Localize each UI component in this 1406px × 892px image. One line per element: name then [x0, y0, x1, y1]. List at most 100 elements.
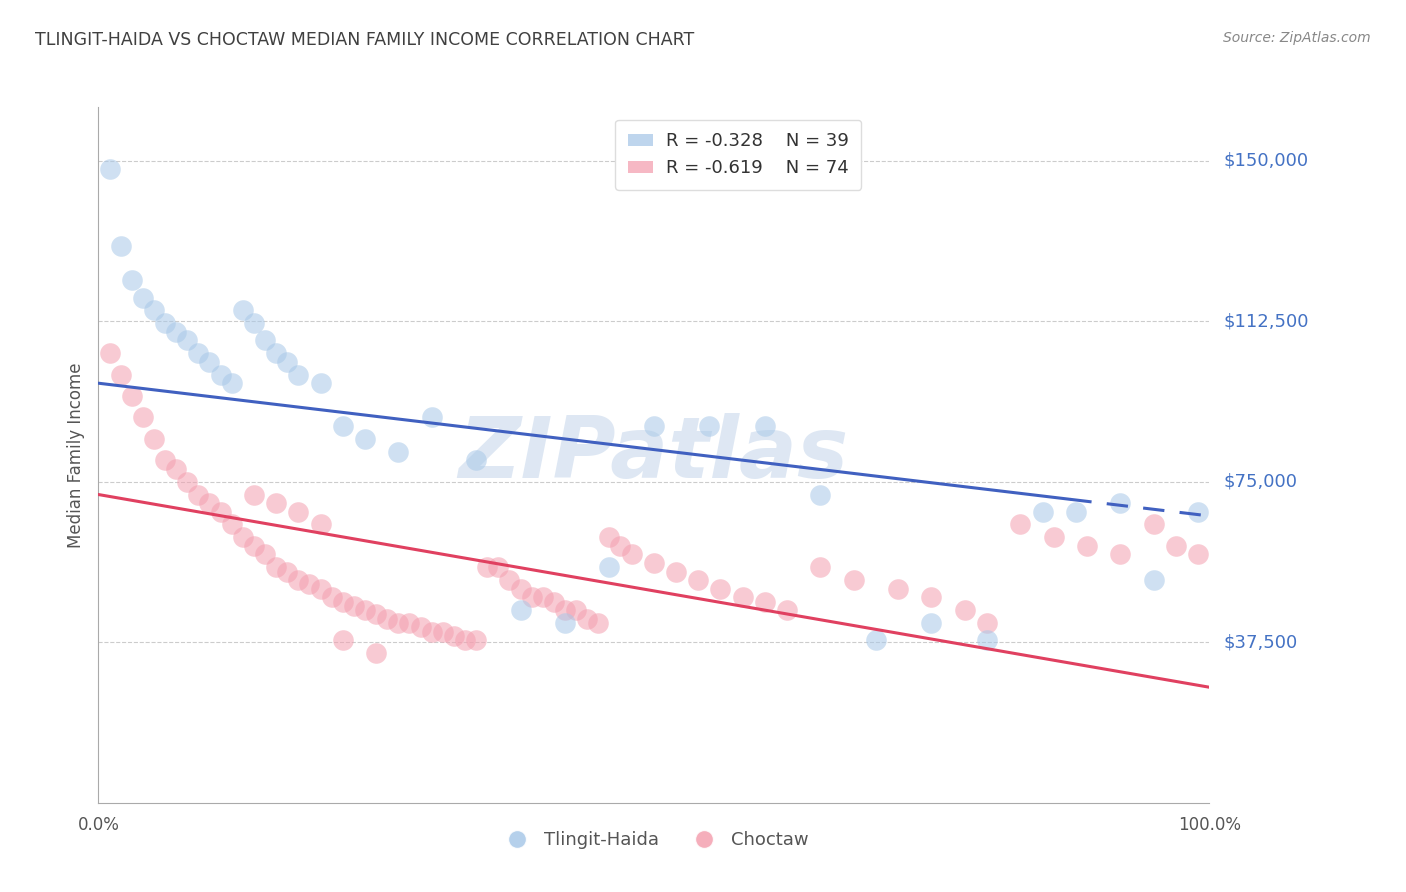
Point: [1187, 505, 1209, 519]
Point: [754, 594, 776, 608]
Point: [332, 594, 354, 608]
Point: [1032, 505, 1054, 519]
Point: [132, 410, 155, 425]
Point: [620, 548, 643, 562]
Point: [153, 453, 176, 467]
Point: [354, 432, 377, 446]
Point: [921, 591, 943, 605]
Point: [309, 517, 332, 532]
Point: [287, 505, 309, 519]
Point: [110, 239, 132, 253]
Point: [221, 517, 243, 532]
Point: [598, 560, 620, 574]
Y-axis label: Median Family Income: Median Family Income: [66, 362, 84, 548]
Point: [366, 607, 388, 622]
Point: [643, 556, 665, 570]
Point: [1109, 548, 1132, 562]
Point: [232, 303, 254, 318]
Point: [354, 603, 377, 617]
Point: [264, 346, 287, 360]
Point: [976, 633, 998, 648]
Point: [498, 573, 520, 587]
Point: [810, 560, 832, 574]
Point: [709, 582, 731, 596]
Text: TLINGIT-HAIDA VS CHOCTAW MEDIAN FAMILY INCOME CORRELATION CHART: TLINGIT-HAIDA VS CHOCTAW MEDIAN FAMILY I…: [35, 31, 695, 49]
Point: [1010, 517, 1032, 532]
Point: [598, 530, 620, 544]
Point: [143, 303, 166, 318]
Point: [465, 453, 488, 467]
Legend: Tlingit-Haida, Choctaw: Tlingit-Haida, Choctaw: [492, 824, 815, 856]
Point: [187, 487, 209, 501]
Point: [1076, 539, 1098, 553]
Point: [420, 624, 443, 639]
Point: [454, 633, 477, 648]
Point: [731, 591, 754, 605]
Point: [588, 615, 610, 630]
Point: [475, 560, 498, 574]
Point: [1143, 517, 1166, 532]
Point: [264, 496, 287, 510]
Point: [554, 615, 576, 630]
Point: [486, 560, 509, 574]
Point: [1064, 505, 1087, 519]
Text: $75,000: $75,000: [1223, 473, 1298, 491]
Point: [865, 633, 887, 648]
Point: [243, 316, 266, 330]
Point: [509, 603, 531, 617]
Point: [209, 368, 232, 382]
Point: [531, 591, 554, 605]
Point: [276, 355, 298, 369]
Point: [132, 291, 155, 305]
Point: [520, 591, 543, 605]
Point: [110, 368, 132, 382]
Text: $150,000: $150,000: [1223, 152, 1308, 169]
Text: ZIPatlas: ZIPatlas: [458, 413, 849, 497]
Point: [398, 615, 420, 630]
Point: [187, 346, 209, 360]
Point: [143, 432, 166, 446]
Point: [387, 615, 409, 630]
Point: [1042, 530, 1064, 544]
Point: [665, 565, 688, 579]
Point: [121, 389, 143, 403]
Point: [253, 334, 276, 348]
Point: [309, 376, 332, 391]
Point: [276, 565, 298, 579]
Point: [221, 376, 243, 391]
Point: [976, 615, 998, 630]
Point: [264, 560, 287, 574]
Point: [699, 419, 721, 434]
Point: [153, 316, 176, 330]
Point: [643, 419, 665, 434]
Text: $112,500: $112,500: [1223, 312, 1309, 330]
Point: [198, 496, 221, 510]
Point: [921, 615, 943, 630]
Point: [543, 594, 565, 608]
Point: [754, 419, 776, 434]
Point: [332, 633, 354, 648]
Point: [198, 355, 221, 369]
Point: [98, 346, 121, 360]
Point: [165, 325, 187, 339]
Point: [366, 646, 388, 660]
Point: [1143, 573, 1166, 587]
Point: [810, 487, 832, 501]
Point: [409, 620, 432, 634]
Point: [387, 444, 409, 458]
Point: [688, 573, 710, 587]
Point: [509, 582, 531, 596]
Point: [887, 582, 910, 596]
Point: [309, 582, 332, 596]
Text: Source: ZipAtlas.com: Source: ZipAtlas.com: [1223, 31, 1371, 45]
Point: [609, 539, 631, 553]
Point: [375, 612, 398, 626]
Point: [232, 530, 254, 544]
Point: [332, 419, 354, 434]
Text: $37,500: $37,500: [1223, 633, 1298, 651]
Point: [420, 410, 443, 425]
Point: [98, 162, 121, 177]
Point: [1164, 539, 1187, 553]
Point: [953, 603, 976, 617]
Point: [554, 603, 576, 617]
